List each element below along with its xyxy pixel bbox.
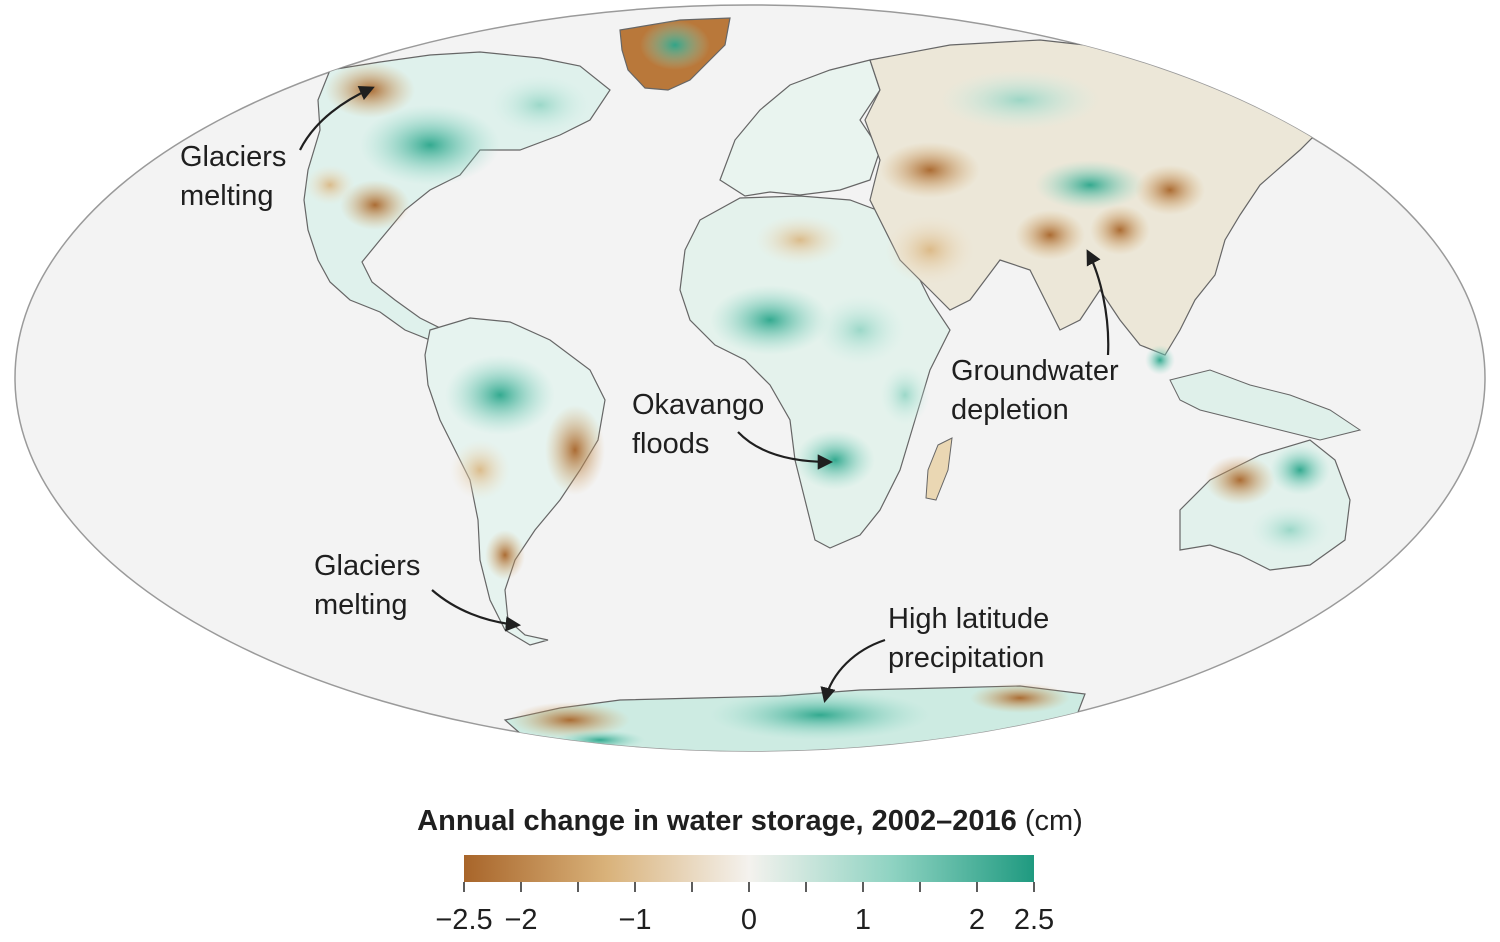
arrow-okavango [737,431,834,470]
annotation-line: Groundwater [951,355,1119,387]
annotation-line: precipitation [888,642,1045,674]
annotation-arrows [299,85,1110,703]
annotation-line: Okavango [632,389,765,421]
annotation-line: Glaciers [314,550,421,582]
legend-colorbar [464,855,1034,882]
annotation-line: floods [632,428,710,460]
annotation-line: depletion [951,394,1069,426]
se-asia-islands [1169,369,1362,441]
legend-tick-label: −1 [618,904,652,936]
legend-tick-label: 1 [854,904,872,936]
annotation-line: melting [180,180,274,212]
legend-tick-label: 2 [968,904,986,936]
legend-ticks [463,882,1035,892]
annotation-glaciers-north: Glaciers melting [180,138,286,216]
annotation-glaciers-south: Glaciers melting [314,547,420,625]
annotation-line: Glaciers [180,141,287,173]
annotation-line: melting [314,589,408,621]
annotation-groundwater: Groundwater depletion [951,352,1119,430]
annotation-line: High latitude [888,603,1050,635]
arrow-high-latitude [820,638,886,703]
arrow-glaciers-north [299,85,375,151]
legend-tick-label: 2.5 [1013,904,1055,936]
legend-tick-label: −2 [504,904,538,936]
legend-tick-label: −2.5 [435,904,493,936]
arrow-glaciers-south [431,589,522,632]
arrow-groundwater [1086,249,1110,356]
legend-tick-label: 0 [740,904,758,936]
europe [719,59,881,197]
legend-title-text: Annual change in water storage, 2002–201… [417,805,1017,837]
annotation-okavango: Okavango floods [632,386,764,464]
madagascar [925,437,953,501]
legend-title: Annual change in water storage, 2002–201… [0,805,1500,838]
legend-unit: (cm) [1024,805,1083,837]
annotation-high-latitude: High latitude precipitation [888,600,1049,678]
